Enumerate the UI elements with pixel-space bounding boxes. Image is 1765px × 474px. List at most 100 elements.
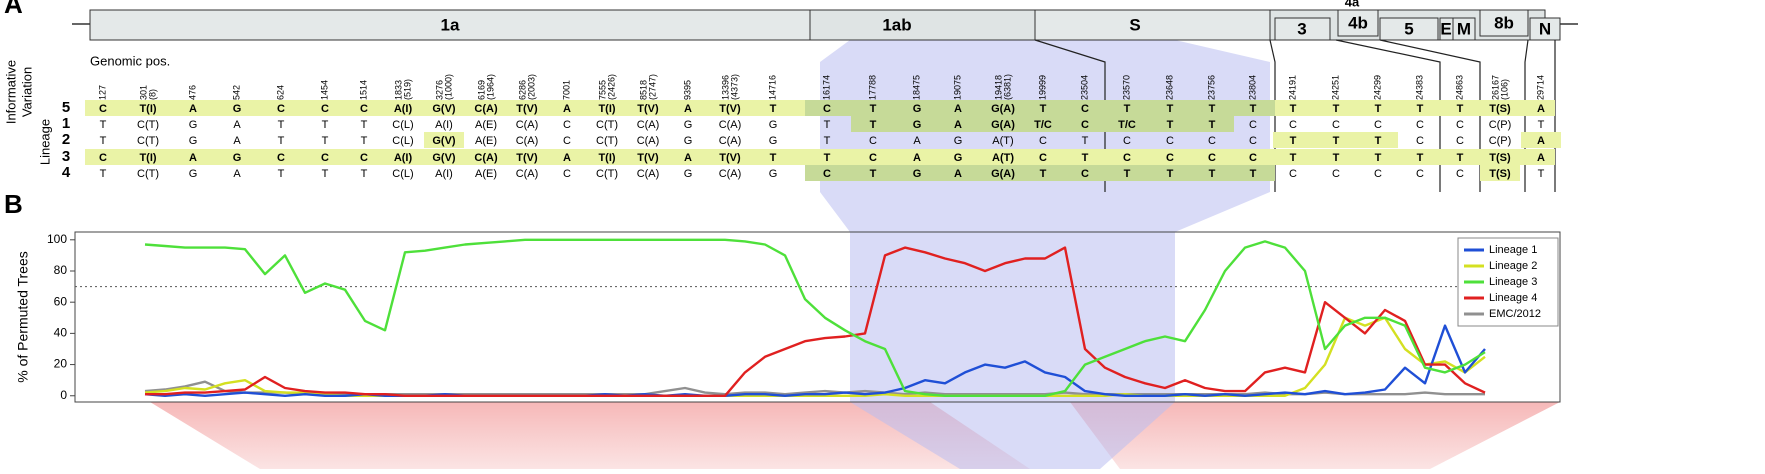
variant-cell: G(A): [991, 103, 1015, 115]
gene-label: 3: [1297, 19, 1306, 38]
position-label: 24299: [1372, 75, 1382, 100]
variant-cell: T: [278, 119, 285, 131]
variant-cell: C: [1208, 135, 1216, 147]
connector: [1379, 39, 1481, 192]
position-label: 24383: [1414, 75, 1424, 100]
variant-cell: C: [1332, 168, 1340, 180]
variant-cell: T: [1290, 135, 1297, 147]
genomic-pos-label: Genomic pos.: [90, 53, 170, 68]
position-label: 19999: [1037, 75, 1047, 100]
variant-cell: T/C: [1034, 119, 1052, 131]
y-axis-label: % of Permuted Trees: [15, 251, 31, 383]
series-line: [144, 324, 1486, 397]
variant-cell: T: [1417, 152, 1424, 164]
position-aa-label: (2426): [606, 74, 616, 100]
variant-cell: C: [1166, 135, 1174, 147]
gene-label: S: [1129, 15, 1140, 34]
side-label: Variation: [19, 67, 34, 117]
variant-cell: C: [360, 152, 368, 164]
variant-cell: T: [1290, 103, 1297, 115]
variant-cell: T: [1082, 152, 1089, 164]
position-label: 26167: [1490, 75, 1500, 100]
variant-cell: T: [1167, 119, 1174, 131]
series-line: [145, 246, 1486, 397]
variant-cell: A: [563, 152, 571, 164]
legend-label: Lineage 1: [1489, 244, 1537, 256]
gene-label: 1a: [441, 15, 460, 34]
variant-cell: T: [100, 135, 107, 147]
variant-cell: C: [1332, 119, 1340, 131]
variant-cell: T: [1209, 168, 1216, 180]
variant-cell: T(S): [1489, 152, 1511, 164]
position-label: 24863: [1454, 75, 1464, 100]
variant-cell: G: [189, 135, 198, 147]
variant-cell: A(I): [435, 119, 453, 131]
variant-cell: A(I): [394, 103, 413, 115]
variant-cell: G(V): [432, 135, 456, 147]
position-label: 6286: [517, 80, 527, 100]
variant-cell: C: [1081, 168, 1089, 180]
position-label: 1833: [393, 80, 403, 100]
variant-cell: T: [870, 103, 877, 115]
variant-cell: A: [233, 135, 241, 147]
variant-cell: C(T): [137, 135, 159, 147]
cell-highlight: [1521, 132, 1561, 148]
variant-cell: C(A): [516, 135, 539, 147]
variant-cell: A(T): [992, 152, 1014, 164]
variant-cell: C(A): [637, 119, 660, 131]
position-label: 3276: [434, 80, 444, 100]
variant-cell: C(T): [596, 168, 618, 180]
cell-highlight: [424, 132, 464, 148]
panel-label: B: [4, 189, 23, 219]
variant-cell: T: [770, 152, 777, 164]
variant-cell: G(V): [432, 152, 456, 164]
variant-cell: C: [99, 152, 107, 164]
connector: [1269, 39, 1276, 192]
position-label: 13396: [720, 75, 730, 100]
variant-cell: C(A): [516, 119, 539, 131]
connector: [1335, 39, 1441, 192]
variant-cell: A: [233, 168, 241, 180]
variant-cell: C(T): [596, 135, 618, 147]
variant-cell: T: [1250, 103, 1257, 115]
variant-cell: T(V): [719, 103, 741, 115]
position-label: 6169: [476, 80, 486, 100]
variant-cell: A: [684, 152, 692, 164]
variant-cell: C: [277, 103, 285, 115]
variant-cell: A: [563, 103, 571, 115]
y-tick-label: 20: [54, 357, 68, 371]
variant-cell: T: [322, 119, 329, 131]
position-label: 23756: [1206, 75, 1216, 100]
variant-cell: T: [1124, 168, 1131, 180]
variant-cell: T: [1457, 103, 1464, 115]
position-aa-label: (2003): [526, 74, 536, 100]
variant-cell: C(A): [719, 168, 742, 180]
variant-cell: A: [684, 103, 692, 115]
variant-cell: C: [1039, 135, 1047, 147]
variant-cell: T: [1082, 135, 1089, 147]
variant-cell: C: [563, 168, 571, 180]
position-label: 19075: [952, 75, 962, 100]
variant-cell: T: [361, 168, 368, 180]
variant-cell: C: [1249, 119, 1257, 131]
variant-cell: A(I): [435, 168, 453, 180]
variant-cell: T: [278, 135, 285, 147]
legend-label: Lineage 4: [1489, 292, 1537, 304]
variant-cell: A: [1537, 152, 1545, 164]
variant-cell: C: [1374, 168, 1382, 180]
variant-cell: T: [100, 119, 107, 131]
cell-highlight-dark: [851, 116, 1234, 132]
position-aa-label: (106): [1499, 79, 1509, 100]
variant-cell: T(V): [637, 152, 659, 164]
variant-cell: C: [869, 152, 877, 164]
variant-cell: C: [1123, 135, 1131, 147]
variant-cell: C: [1039, 152, 1047, 164]
variant-cell: T: [1333, 152, 1340, 164]
position-aa-label: (2747): [647, 74, 657, 100]
variant-cell: C: [1249, 152, 1257, 164]
variant-cell: C: [1416, 168, 1424, 180]
gene-label: 1ab: [882, 15, 911, 34]
variant-cell: T(V): [516, 103, 538, 115]
variant-cell: C: [1416, 119, 1424, 131]
position-label: 24251: [1330, 75, 1340, 100]
